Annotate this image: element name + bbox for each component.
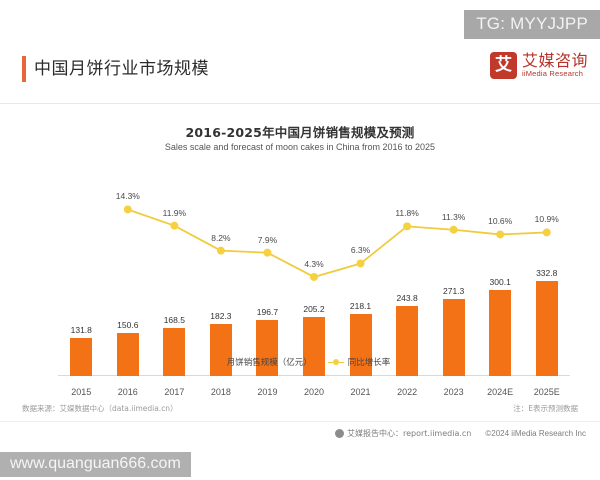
bar [302, 317, 325, 376]
growth-rate-label: 8.2% [211, 232, 231, 243]
bar [163, 327, 186, 376]
chart-panel: 2016-2025年中国月饼销售规模及预测 Sales scale and fo… [0, 104, 600, 397]
bar-value-label: 300.1 [489, 277, 511, 288]
line-data-point [263, 248, 272, 257]
bar-value-label: 218.1 [349, 300, 372, 311]
bar-value-label: 196.7 [256, 306, 279, 317]
x-axis-label: 2020 [303, 387, 324, 397]
bar [209, 323, 232, 376]
bar [396, 306, 419, 376]
bar-value-label: 168.5 [163, 314, 185, 325]
bar-value-label: 243.8 [396, 293, 418, 304]
growth-rate-label: 4.3% [304, 258, 324, 269]
logo-label-cn: 艾媒咨询 [521, 51, 588, 71]
x-axis-label: 2017 [164, 387, 185, 397]
data-source-note: 数据来源：艾媒数据中心（data.iimedia.cn） [22, 404, 178, 413]
footer-bar: 艾媒报告中心：report.iimedia.cn ©2024 iiMedia R… [0, 422, 600, 444]
growth-rate-label: 11.3% [441, 211, 466, 222]
x-axis-label: 2023 [443, 387, 464, 397]
bar [116, 333, 139, 376]
bar [349, 313, 372, 376]
chart-title: 2016-2025年中国月饼销售规模及预测 [185, 125, 415, 140]
growth-rate-label: 10.9% [534, 214, 559, 225]
x-axis-label: 2024E [487, 387, 514, 397]
bar-column: 300.1 2024E [477, 277, 524, 397]
bar-column: 332.8 2025E [523, 268, 570, 397]
x-axis-label: 2018 [210, 387, 231, 397]
forecast-note: 注：E表示预测数据 [513, 404, 578, 413]
bar-value-label: 182.3 [210, 310, 232, 321]
line-data-point [542, 228, 551, 237]
report-center-link[interactable]: 艾媒报告中心：report.iimedia.cn [335, 428, 471, 439]
growth-rate-label: 11.9% [162, 207, 187, 218]
bar-column: 271.3 2023 [430, 286, 477, 397]
x-axis-label: 2022 [397, 387, 418, 397]
logo-label-en: iiMedia Research [521, 68, 584, 78]
line-data-point [449, 225, 458, 234]
line-data-point [123, 205, 132, 214]
growth-rate-label: 7.9% [257, 234, 278, 245]
x-axis-label: 2015 [71, 387, 92, 397]
bar-value-label: 271.3 [442, 285, 465, 296]
bar [70, 338, 93, 376]
telegram-watermark: TG: MYYJJPP [464, 10, 600, 39]
bar [535, 281, 558, 376]
growth-rate-label: 10.6% [488, 216, 513, 227]
footer-divider [0, 421, 600, 422]
plot-area: 131.8 2015 150.6 2016 168.5 2017 182.3 2018 196.… [58, 166, 570, 438]
chart-legend: 月饼销售规模（亿元） 同比增长率 [0, 356, 600, 368]
legend-line-swatch-icon [327, 359, 344, 366]
bar-column: 150.6 2016 [105, 320, 152, 397]
line-data-point [403, 222, 412, 231]
page-title: 中国月饼行业市场规模 [34, 59, 209, 79]
legend-bar-swatch-icon [209, 358, 223, 366]
bar-value-label: 131.8 [70, 325, 92, 336]
bar-value-label: 332.8 [536, 268, 558, 278]
line-data-point [496, 230, 505, 239]
legend-line-label: 同比增长率 [347, 358, 391, 368]
header-accent-bar [22, 56, 26, 82]
iimedia-logo: 艾 艾媒咨询 iiMedia Research [489, 51, 588, 79]
bar [442, 298, 465, 376]
x-axis-label: 2025E [533, 387, 560, 397]
growth-rate-label: 6.3% [350, 245, 371, 256]
growth-rate-label: 14.3% [115, 191, 140, 202]
line-data-point [356, 259, 365, 268]
site-watermark: www.quanguan666.com [0, 452, 191, 477]
bar-column: 131.8 2015 [58, 325, 105, 397]
bar-column: 168.5 2017 [151, 315, 198, 397]
growth-rate-label: 11.8% [395, 208, 419, 219]
bar [489, 290, 512, 376]
bar-column: 196.7 2019 [244, 307, 291, 397]
x-axis-label: 2019 [257, 387, 278, 397]
bar-column: 243.8 2022 [384, 293, 431, 397]
legend-bar-label: 月饼销售规模（亿元） [226, 358, 312, 368]
logo-text: 艾媒咨询 iiMedia Research [521, 51, 588, 78]
report-logo-icon [335, 428, 345, 438]
bar-column: 205.2 2020 [291, 304, 338, 397]
chart-subtitle: Sales scale and forecast of moon cakes i… [164, 142, 436, 152]
x-axis-label: 2021 [350, 387, 371, 397]
copyright-label: ©2024 iiMedia Research Inc [485, 428, 586, 438]
page-header: 中国月饼行业市场规模 艾 艾媒咨询 iiMedia Research [0, 52, 600, 94]
report-center-label: 艾媒报告中心：report.iimedia.cn [347, 428, 472, 438]
line-data-point [170, 221, 179, 230]
legend-item-bar: 月饼销售规模（亿元） [209, 356, 312, 368]
bar [256, 319, 279, 376]
bar-value-label: 150.6 [117, 320, 139, 331]
x-axis-label: 2016 [117, 387, 138, 397]
bar-column: 218.1 2021 [337, 301, 384, 397]
line-data-point [310, 272, 318, 281]
legend-item-line: 同比增长率 [327, 356, 391, 368]
bar-value-label: 205.2 [303, 304, 325, 315]
logo-mark-icon: 艾 [489, 52, 517, 79]
header-divider [0, 103, 600, 104]
line-data-point [216, 246, 225, 255]
